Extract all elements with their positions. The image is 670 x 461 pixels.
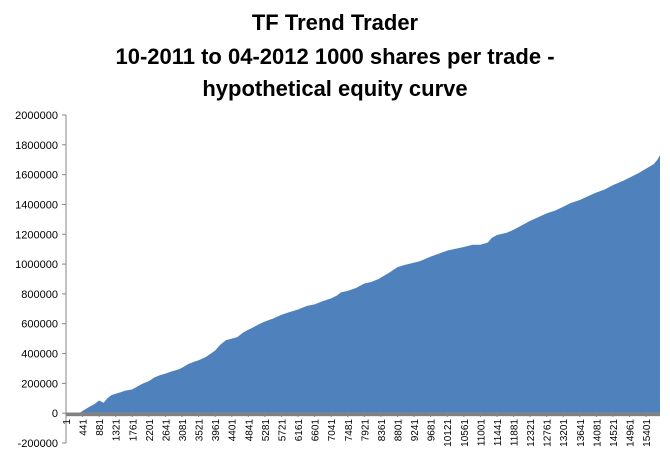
x-tick-label: 6601 [311,419,322,442]
x-tick-label: 2201 [145,419,156,442]
x-tick-label: 11001 [476,419,487,447]
y-tick-label: 200000 [21,378,58,390]
x-tick-label: 5281 [261,419,272,442]
x-tick-label: 8361 [377,419,388,442]
x-tick-label: 10561 [460,419,471,447]
y-tick-label: 1200000 [15,229,58,241]
x-tick-label: 10121 [443,419,454,447]
x-tick-label: 3081 [178,419,189,442]
y-tick-label: 400000 [21,349,58,361]
x-tick-label: 9681 [427,419,438,442]
chart-title-line-3: hypothetical equity curve [202,76,468,101]
x-tick-label: 14521 [609,419,620,447]
x-tick-label: 11441 [493,419,504,447]
y-tick-label: 600000 [21,319,58,331]
x-tick-label: 7481 [344,419,355,442]
x-tick-label: 11881 [510,419,521,447]
chart-title-line-1: TF Trend Trader [251,10,419,35]
y-tick-label: 800000 [21,289,58,301]
x-tick-label: 9241 [410,419,421,442]
y-tick-label: 1400000 [15,199,58,211]
equity-area [66,155,660,415]
x-axis: 1 441 881 1321 1761 2201 2641 3081 3521 3961 4401 4… [62,412,660,447]
y-axis: -200000 0 200000 400000 600000 800000 1000000 1… [15,110,67,450]
x-tick-label: 4401 [228,419,239,442]
x-tick-label: 7041 [327,419,338,442]
x-tick-label: 4841 [244,419,255,442]
x-tick-label: 13201 [559,419,570,447]
drawdown-area [66,413,660,417]
y-tick-label: 1000000 [15,259,58,271]
y-tick-label: 1600000 [15,170,58,182]
x-tick-label: 3521 [195,419,206,442]
x-tick-label: 13641 [576,419,587,447]
x-tick-label: 14081 [592,419,603,447]
x-tick-label: 12761 [543,419,554,447]
x-tick-label: 5721 [277,419,288,442]
chart-title-line-2: 10-2011 to 04-2012 1000 shares per trade… [115,44,555,69]
x-tick-label: 2641 [161,419,172,442]
x-tick-label: 881 [95,419,106,436]
x-tick-label: 1321 [112,419,123,442]
x-tick-label: 12321 [526,419,537,447]
x-tick-label: 15401 [642,419,653,447]
x-tick-label: 6161 [294,419,305,442]
y-tick-label: -200000 [18,438,58,450]
x-tick-label: 441 [79,419,90,436]
x-tick-label: 1 [62,419,73,425]
series-areas [66,155,660,417]
y-tick-label: 0 [52,408,58,420]
y-tick-label: 2000000 [15,110,58,122]
x-tick-label: 1761 [128,419,139,442]
x-tick-label: 8801 [393,419,404,442]
x-tick-label: 14961 [626,419,637,447]
y-tick-label: 1800000 [15,140,58,152]
x-tick-label: 3961 [211,419,222,442]
x-tick-label: 7921 [360,419,371,442]
